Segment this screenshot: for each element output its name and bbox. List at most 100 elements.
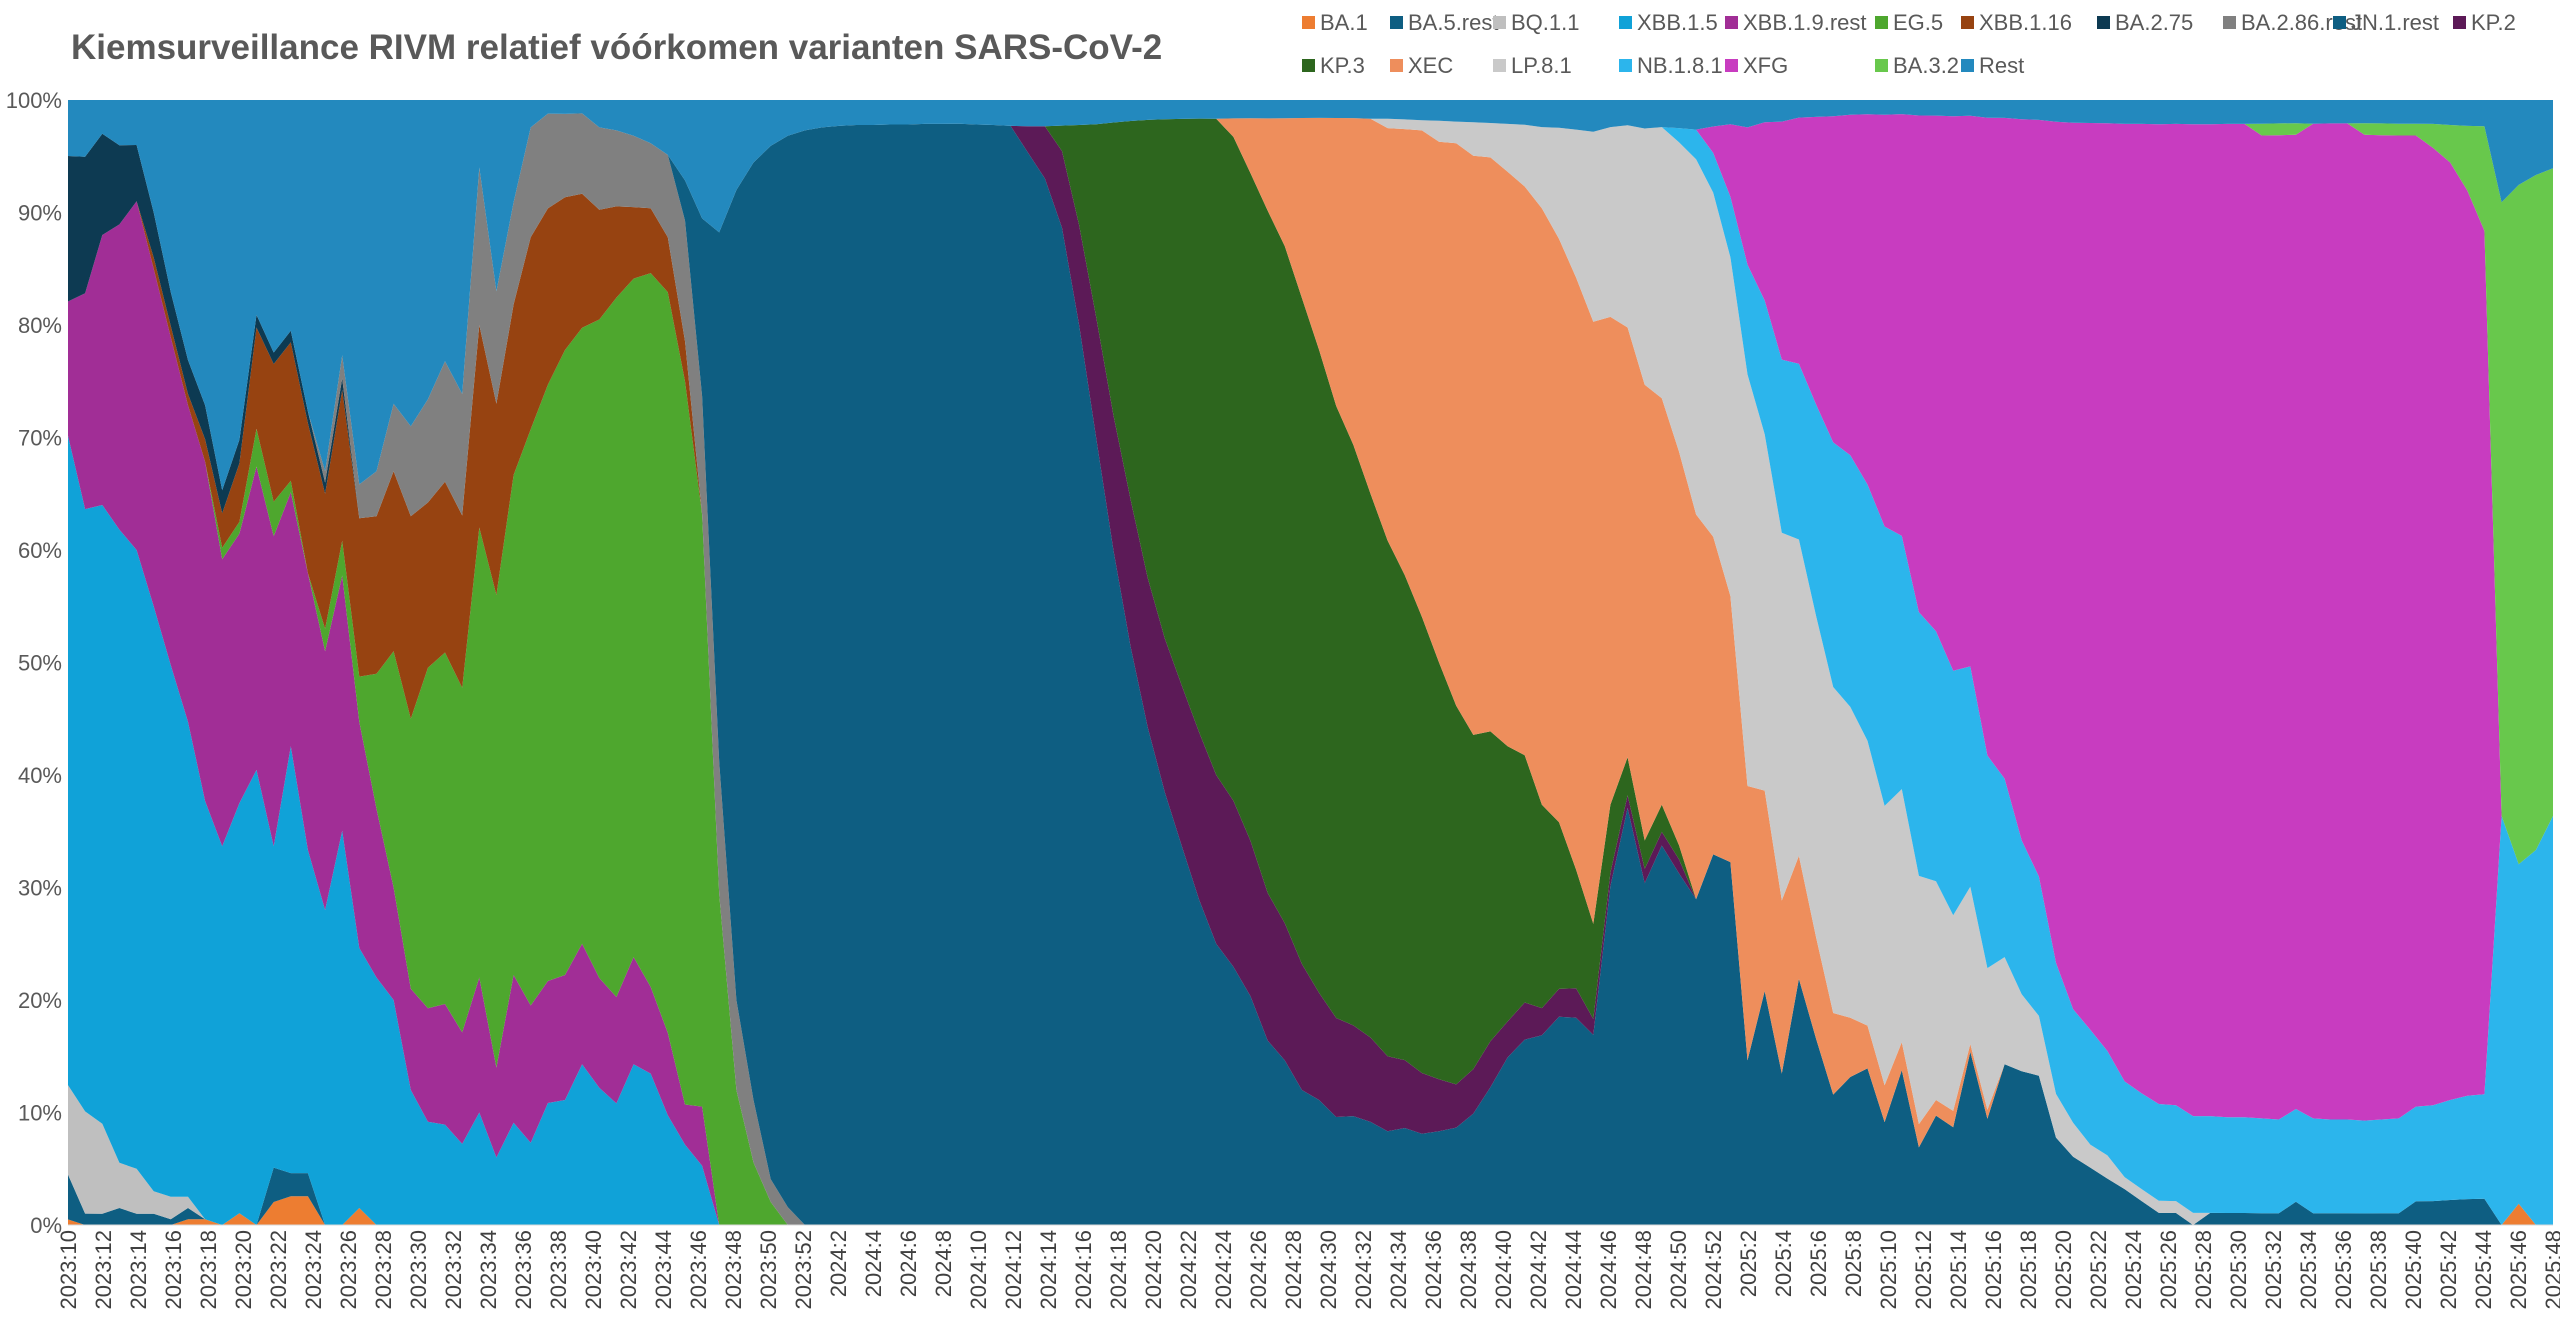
axes-layer: 0% 10% 20% 30% 40% 50% 60% 70% 80% 90% 100% 2023:10… (6, 88, 2560, 1310)
legend-item: BA.5.rest (1390, 10, 1498, 40)
x-tick-label: 2024:44 (1561, 1230, 1586, 1310)
x-tick-label: 2024:14 (1036, 1230, 1061, 1310)
legend-label: XBB.1.5 (1637, 10, 1718, 35)
x-tick-label: 2024:52 (1701, 1230, 1726, 1310)
legend-label: BA.3.2 (1893, 53, 1960, 78)
y-tick-label: 60% (18, 538, 62, 563)
x-tick-label: 2024:10 (966, 1230, 991, 1310)
legend-item: KP.2 (2453, 10, 2516, 40)
y-tick-label: 40% (18, 763, 62, 788)
area-series-nb-1-8-1 (68, 113, 2553, 1225)
legend-swatch (1725, 59, 1738, 72)
legend-item: XFG (1725, 53, 1788, 83)
x-tick-label: 2023:14 (126, 1230, 151, 1310)
x-tick-label: 2025:42 (2436, 1230, 2461, 1310)
x-tick-label: 2024:28 (1281, 1230, 1306, 1310)
legend-swatch (1875, 59, 1888, 72)
x-tick-label: 2024:24 (1211, 1230, 1236, 1310)
x-tick-label: 2023:34 (476, 1230, 501, 1310)
x-tick-label: 2025:10 (1876, 1230, 1901, 1310)
legend-item: JN.1.rest (2333, 10, 2439, 40)
legend-label: LP.8.1 (1511, 53, 1572, 78)
y-tick-label: 100% (6, 88, 62, 113)
legend-label: BQ.1.1 (1511, 10, 1580, 35)
legend-item: XEC (1390, 53, 1453, 83)
x-tick-label: 2025:14 (1946, 1230, 1971, 1310)
x-tick-label: 2024:46 (1596, 1230, 1621, 1310)
legend-swatch (1390, 59, 1403, 72)
legend-swatch (2097, 16, 2110, 29)
area-layer (68, 100, 2553, 1226)
legend-swatch (1961, 59, 1974, 72)
x-tick-label: 2023:52 (791, 1230, 816, 1310)
legend-swatch (1725, 16, 1738, 29)
y-tick-label: 70% (18, 426, 62, 451)
x-tick-label: 2024:20 (1141, 1230, 1166, 1310)
x-tick-label: 2024:12 (1001, 1230, 1026, 1310)
x-tick-label: 2025:48 (2541, 1230, 2560, 1310)
x-tick-label: 2023:24 (301, 1230, 326, 1310)
legend-label: BA.2.75 (2115, 10, 2194, 35)
x-tick-label: 2023:30 (406, 1230, 431, 1310)
x-tick-label: 2024:16 (1071, 1230, 1096, 1310)
x-tick-label: 2025:24 (2121, 1230, 2146, 1310)
x-tick-label: 2023:28 (371, 1230, 396, 1310)
y-tick-label: 50% (18, 651, 62, 676)
legend-label: XFG (1743, 53, 1789, 78)
legend-item: XBB.1.9.rest (1725, 10, 1867, 40)
chart-title: Kiemsurveillance RIVM relatief vóórkomen… (71, 28, 1163, 67)
legend-item: XBB.1.16 (1961, 10, 2072, 40)
legend-label: BA.5.rest (1408, 10, 1499, 35)
x-tick-label: 2023:22 (266, 1230, 291, 1310)
x-tick-label: 2025:8 (1841, 1230, 1866, 1297)
y-tick-label: 90% (18, 201, 62, 226)
x-tick-label: 2024:42 (1526, 1230, 1551, 1310)
x-tick-label: 2023:32 (441, 1230, 466, 1310)
x-tick-label: 2025:36 (2331, 1230, 2356, 1310)
x-tick-label: 2024:50 (1666, 1230, 1691, 1310)
x-tick-label: 2024:22 (1176, 1230, 1201, 1310)
legend-item: LP.8.1 (1493, 53, 1572, 83)
x-tick-label: 2024:18 (1106, 1230, 1131, 1310)
x-tick-label: 2025:46 (2506, 1230, 2531, 1310)
x-tick-label: 2025:44 (2471, 1230, 2496, 1310)
area-series-rest (68, 100, 2553, 491)
x-tick-label: 2023:16 (161, 1230, 186, 1310)
x-tick-label: 2025:30 (2226, 1230, 2251, 1310)
y-tick-label: 0% (30, 1213, 62, 1238)
legend-item: XBB.1.5 (1619, 10, 1718, 40)
y-tick-label: 80% (18, 313, 62, 338)
x-tick-label: 2024:4 (861, 1230, 886, 1297)
x-tick-label: 2023:44 (651, 1230, 676, 1310)
legend-swatch (1390, 16, 1403, 29)
x-tick-label: 2023:46 (686, 1230, 711, 1310)
x-tick-label: 2024:48 (1631, 1230, 1656, 1310)
legend-label: EG.5 (1893, 10, 1944, 35)
x-tick-label: 2023:38 (546, 1230, 571, 1310)
x-tick-label: 2024:2 (826, 1230, 851, 1297)
x-tick-label: 2023:12 (91, 1230, 116, 1310)
x-tick-label: 2025:38 (2366, 1230, 2391, 1310)
x-tick-label: 2023:40 (581, 1230, 606, 1310)
legend-swatch (2333, 16, 2346, 29)
y-tick-label: 30% (18, 876, 62, 901)
x-tick-label: 2024:30 (1316, 1230, 1341, 1310)
legend-swatch (1875, 16, 1888, 29)
x-tick-label: 2025:12 (1911, 1230, 1936, 1310)
x-tick-label: 2025:4 (1771, 1230, 1796, 1297)
legend-label: XEC (1408, 53, 1454, 78)
x-tick-label: 2025:18 (2016, 1230, 2041, 1310)
legend-item: KP.3 (1302, 53, 1365, 83)
area-series-kp-3 (68, 113, 2553, 1225)
x-tick-label: 2024:6 (896, 1230, 921, 1297)
x-tick-label: 2023:18 (196, 1230, 221, 1310)
x-tick-label: 2023:20 (231, 1230, 256, 1310)
legend-label: JN.1.rest (2351, 10, 2440, 35)
x-tick-label: 2025:20 (2051, 1230, 2076, 1310)
x-tick-label: 2025:40 (2401, 1230, 2426, 1310)
area-series-xfg (68, 113, 2553, 1121)
legend-label: XBB.1.9.rest (1743, 10, 1867, 35)
x-tick-label: 2025:16 (1981, 1230, 2006, 1310)
x-tick-label: 2023:36 (511, 1230, 536, 1310)
